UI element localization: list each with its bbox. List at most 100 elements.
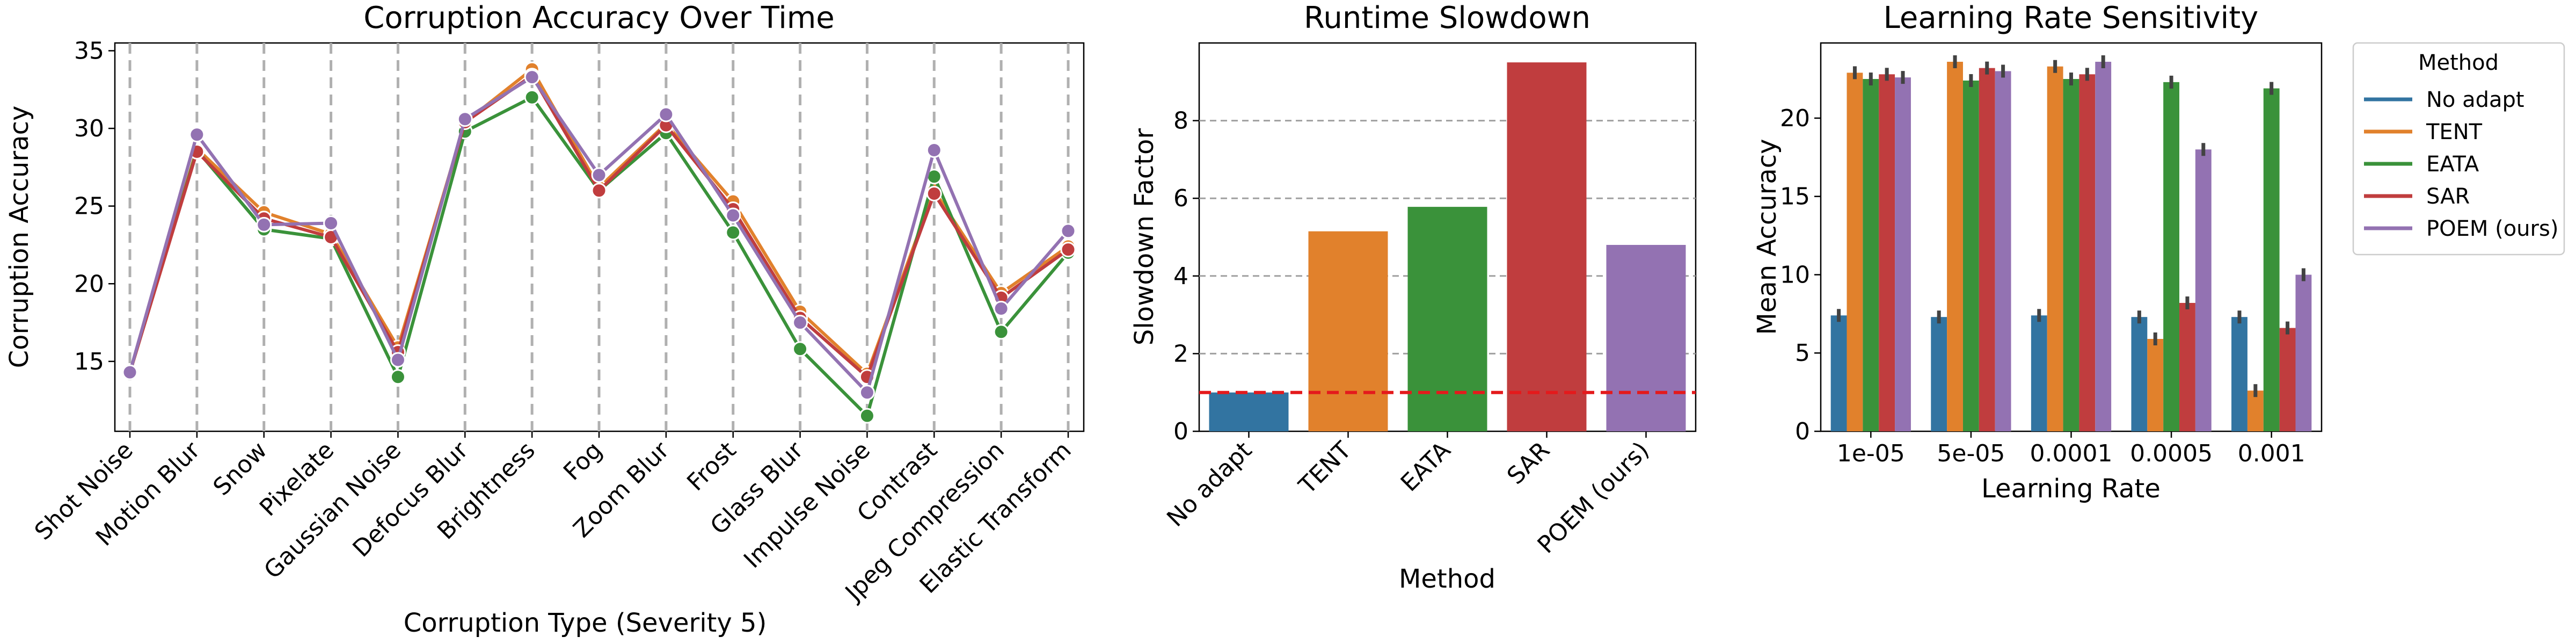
lr-bar-eata <box>2163 82 2180 432</box>
runtime-y-tick-label: 8 <box>1173 107 1188 135</box>
runtime-bar-tent <box>1308 231 1388 431</box>
line-point-poem-ours <box>323 215 339 231</box>
lr-x-axis-label: Learning Rate <box>1981 474 2161 504</box>
lr-y-tick-label: 20 <box>1780 105 1810 132</box>
legend-title: Method <box>2418 50 2499 75</box>
lr-bar-eata <box>2263 88 2280 431</box>
lr-bar-tent <box>2247 390 2264 431</box>
runtime-x-tick-label: SAR <box>1502 437 1555 490</box>
line-chart-y-tick-label: 25 <box>74 193 104 220</box>
line-point-poem-ours <box>122 364 138 380</box>
line-chart-y-axis-label: Corruption Accuracy <box>4 106 34 368</box>
legend: Method No adapt TENT EATA SAR POEM (ours) <box>2352 42 2565 256</box>
lr-bar-no-adapt <box>1931 317 1947 431</box>
lr-bar-sar <box>1979 68 1995 432</box>
line-point-poem-ours <box>390 352 406 368</box>
lr-bar-tent <box>2147 338 2164 431</box>
lr-y-tick-label: 5 <box>1795 339 1810 367</box>
line-point-eata <box>993 324 1009 340</box>
runtime-x-tick-label: TENT <box>1294 437 1357 500</box>
legend-label-sar: SAR <box>2426 184 2470 209</box>
lr-bar-eata <box>1962 80 1979 431</box>
legend-label-eata: EATA <box>2426 152 2479 177</box>
lr-bar-no-adapt <box>1830 315 1847 431</box>
line-point-poem-ours <box>591 167 607 183</box>
lr-bar-eata <box>1863 79 1879 431</box>
line-point-poem-ours <box>457 111 473 127</box>
runtime-bar-panel: Runtime Slowdown Method Slowdown Factor … <box>1129 1 1697 594</box>
runtime-y-tick-label: 0 <box>1173 418 1188 445</box>
lr-bar-poem-ours <box>2295 274 2312 431</box>
lr-x-tick-label: 0.0005 <box>2130 440 2213 467</box>
line-chart-x-tick-label: Snow <box>208 437 272 501</box>
lr-bar-poem-ours <box>2195 149 2212 431</box>
lr-x-tick-label: 5e-05 <box>1937 440 2005 467</box>
line-point-poem-ours <box>859 385 875 401</box>
line-point-poem-ours <box>189 127 205 143</box>
line-point-eata <box>859 408 875 424</box>
lr-bar-poem-ours <box>1995 71 2011 431</box>
runtime-x-tick-label: EATA <box>1396 437 1456 497</box>
line-point-eata <box>524 89 540 105</box>
lr-x-tick-label: 0.001 <box>2238 440 2305 467</box>
runtime-y-axis-label: Slowdown Factor <box>1129 128 1159 345</box>
lr-bar-tent <box>1947 61 1963 431</box>
lr-sensitivity-panel: Learning Rate Sensitivity Learning Rate … <box>1752 1 2323 504</box>
line-chart-y-tick-label: 35 <box>74 37 104 64</box>
line-point-poem-ours <box>926 142 942 158</box>
line-point-eata <box>390 369 406 385</box>
lr-bar-no-adapt <box>2231 317 2247 431</box>
lr-bar-sar <box>1879 74 1895 431</box>
line-chart-y-tick-label: 20 <box>74 270 104 298</box>
lr-bar-no-adapt <box>2131 317 2148 431</box>
lr-bar-no-adapt <box>2031 315 2047 431</box>
line-chart-panel: Corruption Accuracy Over Time Corruption… <box>4 1 1085 638</box>
line-chart-x-tick-label: Frost <box>682 437 741 496</box>
runtime-y-tick-label: 2 <box>1173 340 1188 367</box>
legend-box <box>2352 42 2565 256</box>
lr-bar-poem-ours <box>1895 77 1911 432</box>
runtime-bar-sar <box>1507 62 1587 431</box>
lr-bar-sar <box>2179 302 2195 431</box>
runtime-bar-poem-ours <box>1606 244 1686 431</box>
line-point-poem-ours <box>792 315 808 331</box>
runtime-y-tick-label: 6 <box>1173 185 1188 212</box>
lr-y-axis-label: Mean Accuracy <box>1752 139 1782 335</box>
lr-bar-tent <box>2047 66 2063 431</box>
line-chart-y-tick-label: 15 <box>74 348 104 375</box>
runtime-bar-eata <box>1407 207 1487 431</box>
runtime-x-tick-label: No adapt <box>1162 437 1257 532</box>
runtime-bar-no-adapt <box>1209 392 1289 431</box>
lr-x-tick-label: 0.0001 <box>2030 440 2113 467</box>
line-point-poem-ours <box>256 216 272 233</box>
lr-y-tick-label: 0 <box>1795 418 1810 445</box>
line-point-sar <box>591 183 607 199</box>
legend-label-poem-ours: POEM (ours) <box>2426 216 2558 241</box>
runtime-title: Runtime Slowdown <box>1304 1 1590 35</box>
lr-x-tick-label: 1e-05 <box>1837 440 1905 467</box>
line-chart-x-axis-label: Corruption Type (Severity 5) <box>404 608 767 638</box>
lr-bar-sar <box>2279 328 2296 431</box>
line-chart-y-tick-label: 30 <box>74 115 104 142</box>
lr-y-tick-label: 10 <box>1780 261 1810 288</box>
line-point-poem-ours <box>524 69 540 85</box>
line-point-sar <box>1060 242 1076 258</box>
lr-bar-eata <box>2063 79 2079 431</box>
lr-bar-tent <box>1847 73 1863 432</box>
line-point-poem-ours <box>993 301 1009 317</box>
line-chart-x-tick-label: Fog <box>558 437 608 486</box>
line-chart-title: Corruption Accuracy Over Time <box>363 1 835 35</box>
runtime-y-tick-label: 4 <box>1173 263 1188 290</box>
lr-title: Learning Rate Sensitivity <box>1884 1 2259 35</box>
legend-label-tent: TENT <box>2426 120 2483 144</box>
line-point-eata <box>792 341 808 357</box>
lr-bar-poem-ours <box>2095 61 2112 431</box>
line-point-sar <box>926 186 942 202</box>
line-point-poem-ours <box>1060 223 1076 239</box>
lr-y-tick-label: 15 <box>1780 183 1810 211</box>
runtime-x-axis-label: Method <box>1399 564 1495 594</box>
line-point-poem-ours <box>725 207 741 223</box>
lr-bar-sar <box>2079 74 2096 431</box>
line-point-poem-ours <box>658 106 674 122</box>
